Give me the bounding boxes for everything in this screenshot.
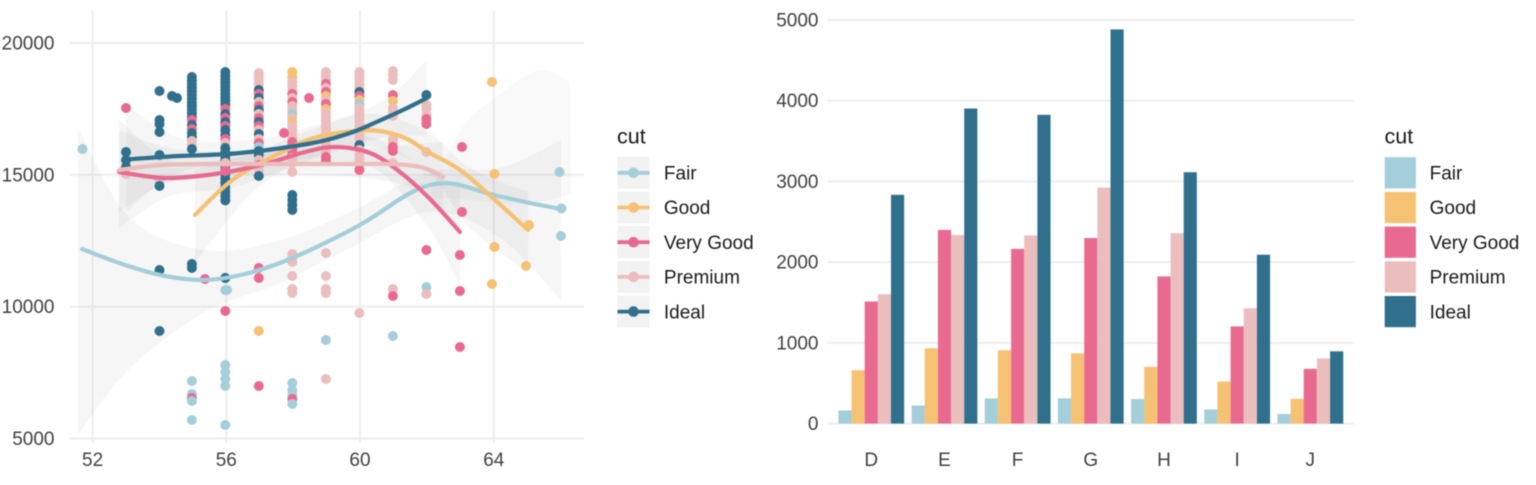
svg-text:4000: 4000	[776, 91, 818, 112]
svg-text:Good: Good	[664, 198, 710, 219]
svg-text:Premium: Premium	[664, 268, 740, 289]
svg-text:20000: 20000	[2, 34, 55, 55]
svg-text:5000: 5000	[12, 429, 54, 450]
svg-text:10000: 10000	[2, 297, 55, 318]
svg-text:G: G	[1083, 450, 1098, 471]
svg-text:H: H	[1157, 450, 1171, 471]
svg-text:Very Good: Very Good	[1430, 233, 1520, 254]
svg-text:cut: cut	[1385, 125, 1414, 149]
svg-text:60: 60	[349, 450, 370, 471]
svg-text:Fair: Fair	[1430, 164, 1463, 185]
svg-text:J: J	[1306, 450, 1316, 471]
svg-text:64: 64	[483, 450, 505, 471]
svg-text:D: D	[864, 450, 878, 471]
svg-text:3000: 3000	[776, 172, 818, 193]
svg-text:Good: Good	[1430, 198, 1476, 219]
svg-text:56: 56	[216, 450, 237, 471]
svg-text:Ideal: Ideal	[1430, 302, 1471, 323]
svg-text:0: 0	[808, 414, 819, 435]
svg-text:I: I	[1235, 450, 1240, 471]
svg-text:cut: cut	[617, 125, 646, 149]
svg-text:F: F	[1012, 450, 1024, 471]
svg-text:1000: 1000	[776, 333, 818, 354]
svg-text:Premium: Premium	[1430, 268, 1506, 289]
svg-text:Very Good: Very Good	[664, 233, 754, 254]
svg-text:Fair: Fair	[664, 164, 697, 185]
svg-text:15000: 15000	[2, 165, 55, 186]
svg-text:2000: 2000	[776, 253, 818, 274]
svg-text:Ideal: Ideal	[664, 302, 705, 323]
svg-text:52: 52	[82, 450, 103, 471]
svg-text:E: E	[938, 450, 951, 471]
svg-text:5000: 5000	[776, 11, 818, 32]
